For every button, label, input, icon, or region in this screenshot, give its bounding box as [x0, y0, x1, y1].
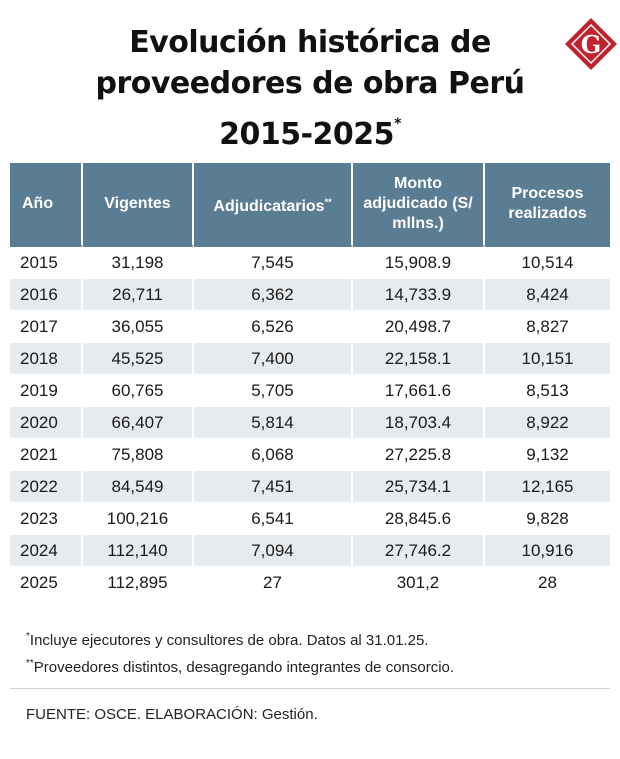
cell-monto: 15,908.9: [353, 245, 485, 279]
chart-title: Evolución histórica de proveedores de ob…: [60, 22, 560, 155]
cell-adjudicatarios: 7,451: [194, 471, 353, 503]
footnote-2: **Proveedores distintos, desagregando in…: [26, 652, 606, 679]
cell-vigentes: 31,198: [83, 245, 194, 279]
title-line-3: 2015-2025*: [60, 104, 560, 155]
table-header-row: Año Vigentes Adjudicatarios** Monto adju…: [10, 163, 610, 245]
column-header-procesos: Procesos realizados: [485, 163, 610, 245]
cell-monto: 25,734.1: [353, 471, 485, 503]
suppliers-table: Año Vigentes Adjudicatarios** Monto adju…: [10, 163, 610, 599]
footnote-2-marker: **: [26, 658, 34, 669]
cell-adjudicatarios: 27: [194, 567, 353, 599]
table-row: 2016 26,711 6,362 14,733.9 8,424: [10, 279, 610, 311]
source-credit: FUENTE: OSCE. ELABORACIÓN: Gestión.: [26, 706, 318, 723]
cell-year: 2025: [10, 567, 83, 599]
cell-adjudicatarios: 6,541: [194, 503, 353, 535]
cell-monto: 18,703.4: [353, 407, 485, 439]
column-header-year: Año: [10, 163, 83, 245]
cell-year: 2022: [10, 471, 83, 503]
cell-vigentes: 45,525: [83, 343, 194, 375]
footnote-1-text: Incluye ejecutores y consultores de obra…: [29, 632, 429, 649]
cell-adjudicatarios: 6,526: [194, 311, 353, 343]
logo-diamond: [565, 18, 617, 70]
cell-vigentes: 112,140: [83, 535, 194, 567]
cell-year: 2015: [10, 245, 83, 279]
cell-adjudicatarios: 7,545: [194, 245, 353, 279]
cell-vigentes: 66,407: [83, 407, 194, 439]
title-marker: *: [394, 116, 401, 132]
cell-year: 2024: [10, 535, 83, 567]
cell-monto: 14,733.9: [353, 279, 485, 311]
table-row: 2022 84,549 7,451 25,734.1 12,165: [10, 471, 610, 503]
cell-monto: 27,746.2: [353, 535, 485, 567]
divider: [10, 688, 610, 689]
table-row: 2017 36,055 6,526 20,498.7 8,827: [10, 311, 610, 343]
cell-vigentes: 84,549: [83, 471, 194, 503]
cell-year: 2018: [10, 343, 83, 375]
cell-adjudicatarios: 7,400: [194, 343, 353, 375]
title-line-1: Evolución histórica de: [129, 25, 491, 60]
cell-monto: 20,498.7: [353, 311, 485, 343]
footnotes: *Incluye ejecutores y consultores de obr…: [26, 625, 606, 679]
cell-year: 2023: [10, 503, 83, 535]
cell-procesos: 9,828: [485, 503, 610, 535]
table-row: 2018 45,525 7,400 22,158.1 10,151: [10, 343, 610, 375]
table-row: 2019 60,765 5,705 17,661.6 8,513: [10, 375, 610, 407]
logo-letter: G: [581, 30, 602, 59]
cell-adjudicatarios: 6,068: [194, 439, 353, 471]
cell-vigentes: 100,216: [83, 503, 194, 535]
cell-procesos: 10,514: [485, 245, 610, 279]
cell-adjudicatarios: 6,362: [194, 279, 353, 311]
column-header-vigentes: Vigentes: [83, 163, 194, 245]
cell-procesos: 8,513: [485, 375, 610, 407]
table-row: 2023 100,216 6,541 28,845.6 9,828: [10, 503, 610, 535]
cell-vigentes: 26,711: [83, 279, 194, 311]
footnote-1-marker: *: [26, 631, 30, 642]
title-line-2: proveedores de obra Perú: [95, 66, 525, 101]
table-row: 2021 75,808 6,068 27,225.8 9,132: [10, 439, 610, 471]
cell-adjudicatarios: 5,705: [194, 375, 353, 407]
cell-monto: 17,661.6: [353, 375, 485, 407]
cell-monto: 301,2: [353, 567, 485, 599]
cell-procesos: 10,916: [485, 535, 610, 567]
cell-vigentes: 112,895: [83, 567, 194, 599]
cell-vigentes: 36,055: [83, 311, 194, 343]
footnote-2-text: Proveedores distintos, desagregando inte…: [33, 659, 455, 676]
cell-procesos: 12,165: [485, 471, 610, 503]
cell-adjudicatarios: 7,094: [194, 535, 353, 567]
table-row: 2020 66,407 5,814 18,703.4 8,922: [10, 407, 610, 439]
logo-inner-diamond: [570, 23, 612, 65]
gestion-logo-icon: G: [565, 18, 617, 70]
cell-procesos: 8,424: [485, 279, 610, 311]
cell-procesos: 10,151: [485, 343, 610, 375]
cell-year: 2021: [10, 439, 83, 471]
cell-adjudicatarios: 5,814: [194, 407, 353, 439]
table-row: 2025 112,895 27 301,2 28: [10, 567, 610, 599]
title-years: 2015-2025: [219, 117, 395, 152]
column-header-monto: Monto adjudicado (S/ mllns.): [353, 163, 485, 245]
cell-procesos: 8,922: [485, 407, 610, 439]
cell-year: 2016: [10, 279, 83, 311]
cell-monto: 22,158.1: [353, 343, 485, 375]
adjudicatarios-marker: **: [324, 196, 332, 207]
cell-procesos: 8,827: [485, 311, 610, 343]
column-header-adjudicatarios: Adjudicatarios**: [194, 163, 353, 245]
cell-year: 2020: [10, 407, 83, 439]
table-row: 2024 112,140 7,094 27,746.2 10,916: [10, 535, 610, 567]
cell-year: 2017: [10, 311, 83, 343]
cell-monto: 27,225.8: [353, 439, 485, 471]
cell-year: 2019: [10, 375, 83, 407]
table-row: 2015 31,198 7,545 15,908.9 10,514: [10, 245, 610, 279]
cell-monto: 28,845.6: [353, 503, 485, 535]
cell-vigentes: 60,765: [83, 375, 194, 407]
cell-procesos: 9,132: [485, 439, 610, 471]
footnote-1: *Incluye ejecutores y consultores de obr…: [26, 625, 606, 652]
cell-procesos: 28: [485, 567, 610, 599]
cell-vigentes: 75,808: [83, 439, 194, 471]
